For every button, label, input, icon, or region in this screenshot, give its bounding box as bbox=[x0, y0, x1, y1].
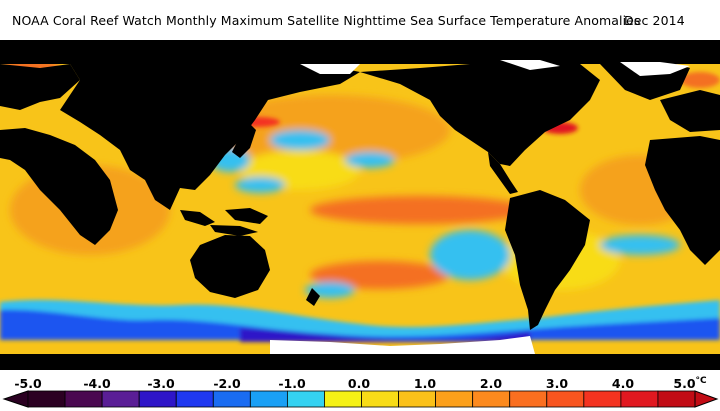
tick-label: 4.0 bbox=[611, 376, 635, 391]
tick-label: 3.0 bbox=[545, 376, 569, 391]
colorbar-cell bbox=[620, 390, 659, 408]
tick-label: -5.0 bbox=[14, 376, 42, 391]
colorbar-cell bbox=[138, 390, 177, 408]
colorbar-cell bbox=[398, 390, 437, 408]
title-text: NOAA Coral Reef Watch Monthly Maximum Sa… bbox=[12, 13, 641, 28]
tick-label: 2.0 bbox=[479, 376, 503, 391]
land bbox=[0, 40, 720, 370]
colorbar-cell bbox=[583, 390, 622, 408]
southern-ocean-band bbox=[0, 299, 720, 342]
tick-label-max: 5.0°C bbox=[673, 376, 707, 392]
colorbar-cell bbox=[249, 390, 288, 408]
colorbar-cell bbox=[435, 390, 474, 408]
colorbar-cell bbox=[27, 390, 66, 408]
colorbar-cell bbox=[324, 390, 362, 408]
map-svg bbox=[0, 40, 720, 370]
colorbar-cell bbox=[509, 390, 548, 408]
unit-label: °C bbox=[695, 376, 707, 386]
colorbar-cell bbox=[64, 390, 103, 408]
tick-label: -1.0 bbox=[278, 376, 306, 391]
chart-title: NOAA Coral Reef Watch Monthly Maximum Sa… bbox=[0, 0, 720, 40]
colorbar-legend: -5.0 -4.0 -3.0 -2.0 -1.0 0.0 1.0 2.0 3.0… bbox=[0, 373, 720, 411]
colorbar-cell bbox=[286, 390, 325, 408]
sst-anomaly-map bbox=[0, 40, 720, 370]
colorbar-cell bbox=[546, 390, 585, 408]
colorbar-cell bbox=[101, 390, 140, 408]
tick-label: -3.0 bbox=[147, 376, 175, 391]
colorbar-cell bbox=[472, 390, 511, 408]
tick-label: -4.0 bbox=[83, 376, 111, 391]
tick-label: 1.0 bbox=[413, 376, 437, 391]
colorbar-cell bbox=[361, 390, 399, 408]
sea-ice bbox=[270, 60, 690, 354]
tick-label: 0.0 bbox=[347, 376, 371, 391]
colorbar-svg bbox=[2, 390, 719, 408]
colorbar-max-arrow bbox=[694, 390, 719, 408]
colorbar-cell bbox=[212, 390, 251, 408]
colorbar-min-arrow bbox=[2, 390, 29, 408]
tick-label: -2.0 bbox=[213, 376, 241, 391]
title-date: Dec 2014 bbox=[624, 13, 685, 28]
colorbar-cell bbox=[175, 390, 214, 408]
colorbar-cell bbox=[657, 390, 696, 408]
